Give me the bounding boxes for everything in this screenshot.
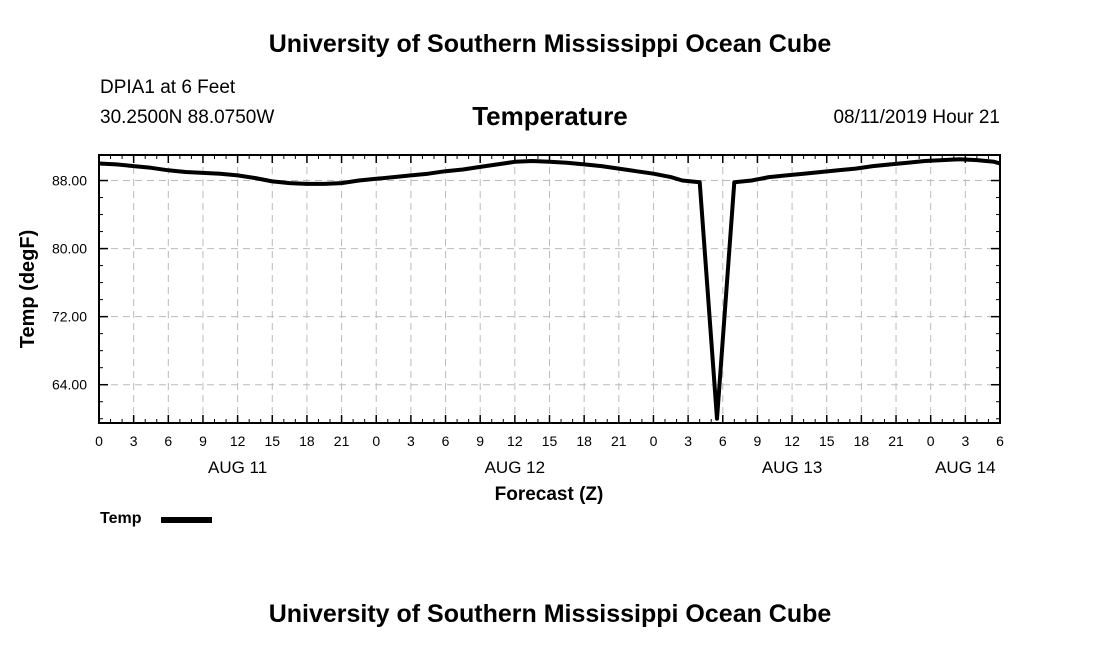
x-tick-label: 18 xyxy=(854,433,870,449)
x-tick-label: 12 xyxy=(507,433,523,449)
coordinates-label: 30.2500N 88.0750W xyxy=(100,107,275,128)
x-tick-label: 12 xyxy=(230,433,246,449)
x-tick-label: 21 xyxy=(334,433,350,449)
x-tick-label: 21 xyxy=(611,433,627,449)
x-tick-label: 3 xyxy=(407,433,415,449)
x-tick-label: 18 xyxy=(576,433,592,449)
day-label: AUG 12 xyxy=(485,458,545,477)
x-tick-label: 21 xyxy=(888,433,904,449)
x-tick-label: 15 xyxy=(264,433,280,449)
x-tick-label: 6 xyxy=(164,433,172,449)
x-tick-label: 6 xyxy=(442,433,450,449)
x-tick-label: 9 xyxy=(754,433,762,449)
x-tick-label: 3 xyxy=(961,433,969,449)
legend-swatch xyxy=(161,517,212,523)
variable-title: Temperature xyxy=(472,101,628,131)
legend-label: Temp xyxy=(100,510,142,527)
datestamp-label: 08/11/2019 Hour 21 xyxy=(833,107,1000,128)
x-tick-label: 0 xyxy=(650,433,658,449)
x-tick-label: 9 xyxy=(476,433,484,449)
x-tick-label: 15 xyxy=(542,433,558,449)
x-tick-label: 0 xyxy=(927,433,935,449)
x-axis-label: Forecast (Z) xyxy=(495,484,604,505)
x-tick-label: 18 xyxy=(299,433,315,449)
x-tick-label: 6 xyxy=(996,433,1004,449)
y-tick-label: 80.00 xyxy=(52,241,87,257)
x-tick-label: 6 xyxy=(719,433,727,449)
day-label: AUG 11 xyxy=(208,458,267,477)
chart-title: University of Southern Mississippi Ocean… xyxy=(268,30,832,58)
y-tick-label: 72.00 xyxy=(52,309,87,325)
x-tick-label: 9 xyxy=(199,433,207,449)
series-line-temp xyxy=(98,157,1001,421)
day-label: AUG 13 xyxy=(762,458,822,477)
y-axis-label: Temp (degF) xyxy=(17,230,39,349)
station-label: DPIA1 at 6 Feet xyxy=(100,77,236,98)
y-tick-label: 88.00 xyxy=(52,173,87,189)
day-label: AUG 14 xyxy=(935,458,995,477)
x-tick-label: 0 xyxy=(95,433,103,449)
x-tick-label: 3 xyxy=(130,433,138,449)
x-tick-label: 0 xyxy=(372,433,380,449)
footer-title: University of Southern Mississippi Ocean… xyxy=(268,600,832,628)
x-tick-label: 3 xyxy=(684,433,692,449)
x-tick-label: 12 xyxy=(784,433,800,449)
x-tick-label: 15 xyxy=(819,433,835,449)
y-tick-label: 64.00 xyxy=(52,377,87,393)
